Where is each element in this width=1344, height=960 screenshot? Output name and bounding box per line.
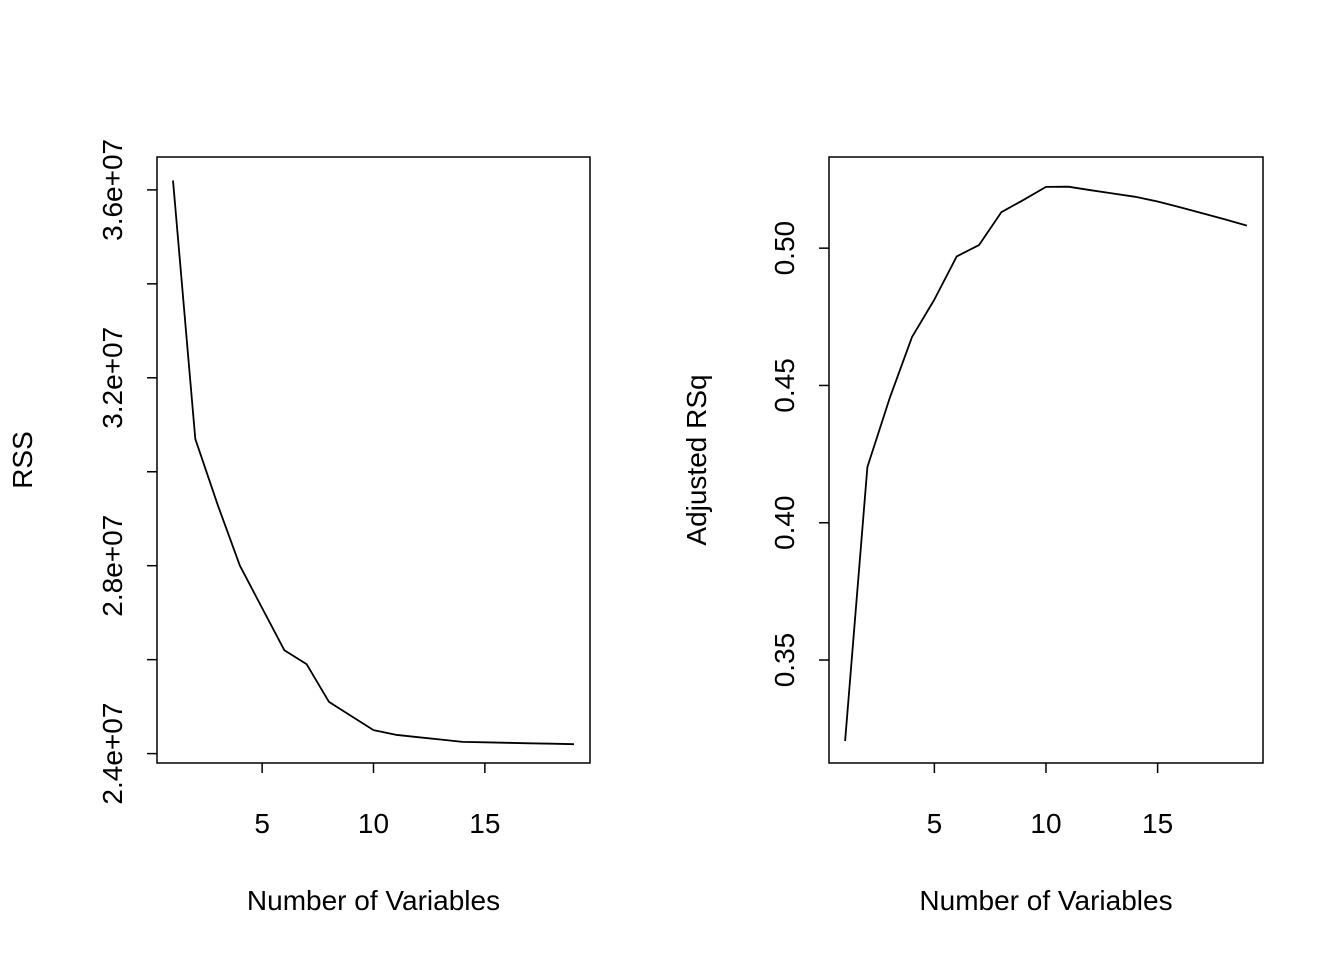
rss-x-tick-label: 5 xyxy=(254,808,270,839)
adjusted-rsq-x-tick-label: 5 xyxy=(927,808,943,839)
rss-y-tick-label: 3.2e+07 xyxy=(97,327,128,429)
adjusted-rsq-series-line xyxy=(844,185,1248,742)
rss-x-tick-label: 15 xyxy=(469,808,500,839)
rss-y-tick-label: 3.6e+07 xyxy=(97,139,128,241)
rss-y-axis-title: RSS xyxy=(7,431,38,489)
rss-y-tick-label: 2.8e+07 xyxy=(97,515,128,617)
adjusted-rsq-panel: 5 10 15 0.35 0.40 0.45 0.50 Number of Variables… xyxy=(681,156,1264,916)
adjusted-rsq-y-tick-label: 0.40 xyxy=(769,495,800,550)
adjusted-rsq-y-tick-label: 0.45 xyxy=(769,358,800,413)
adjusted-rsq-y-axis-title: Adjusted RSq xyxy=(681,374,712,545)
adjusted-rsq-x-tick-label: 10 xyxy=(1030,808,1061,839)
adjusted-rsq-x-tick-label: 15 xyxy=(1142,808,1173,839)
rss-panel: 5 10 15 2.4e+07 2.8e+07 3.2e+07 3.6e+07 Number … xyxy=(7,139,591,916)
rss-y-tick-label: 2.4e+07 xyxy=(97,703,128,805)
rss-x-axis-title: Number of Variables xyxy=(247,885,500,916)
rss-series-line xyxy=(172,180,575,746)
rss-x-tick-label: 10 xyxy=(358,808,389,839)
rss-plot-frame xyxy=(156,156,591,764)
adjusted-rsq-x-axis-title: Number of Variables xyxy=(919,885,1172,916)
adjusted-rsq-y-tick-label: 0.50 xyxy=(769,221,800,276)
adjusted-rsq-y-tick-label: 0.35 xyxy=(769,633,800,688)
adjusted-rsq-plot-frame xyxy=(828,156,1264,764)
